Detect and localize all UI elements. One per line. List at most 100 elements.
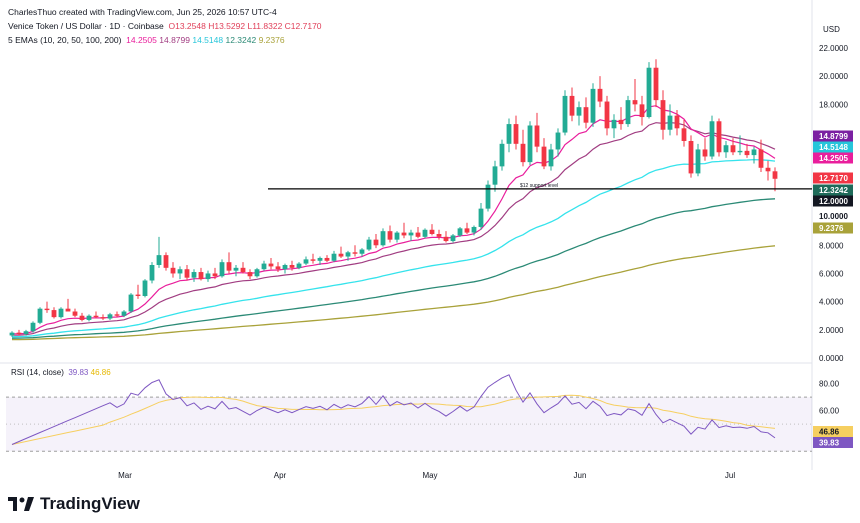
candle-body: [436, 234, 442, 237]
y-tick-label: 20.0000: [819, 72, 848, 81]
rsi-line: [11, 374, 776, 445]
candle-body: [604, 101, 610, 129]
candle-body: [625, 100, 631, 125]
candle-body: [422, 229, 428, 237]
ohlc-high: H13.5292: [208, 21, 246, 31]
candle-body: [247, 272, 253, 277]
candle-body: [359, 249, 365, 254]
candle-body: [415, 232, 421, 237]
y-tick-label: 0.0000: [819, 354, 844, 363]
tradingview-logo[interactable]: TradingView: [8, 494, 140, 514]
ema10-value: 14.2505: [126, 35, 157, 45]
candle-body: [345, 252, 351, 257]
attribution-text: CharlesThuo created with TradingView.com…: [8, 7, 277, 17]
candle-body: [16, 332, 22, 335]
candle-body: [191, 272, 197, 278]
candle-body: [695, 149, 701, 174]
candle-body: [86, 315, 92, 320]
candle-body: [282, 265, 288, 270]
ohlc-open: O13.2548: [168, 21, 206, 31]
rsi-tick-label: 60.00: [819, 407, 840, 416]
candle-body: [205, 273, 211, 280]
candle-body: [23, 331, 29, 335]
ohlc-low: L11.8322: [247, 21, 283, 31]
rsi-band: [6, 397, 812, 452]
candle-body: [506, 124, 512, 144]
candle-body: [681, 128, 687, 141]
currency-label[interactable]: USD: [823, 25, 840, 34]
rsi-ma-line: [11, 394, 776, 445]
candle-body: [268, 263, 274, 267]
rsi-legend[interactable]: RSI (14, close) 39.83 46.86: [11, 368, 111, 377]
candle-body: [674, 115, 680, 129]
candle-body: [310, 259, 316, 261]
candle-body: [51, 310, 57, 318]
candle-body: [744, 150, 750, 156]
candle-body: [289, 265, 295, 268]
candle-body: [443, 236, 449, 242]
ema20-line: [11, 121, 776, 336]
ema-legend-label: 5 EMAs (10, 20, 50, 100, 200): [8, 35, 122, 45]
candle-body: [527, 125, 533, 163]
candle-body: [198, 272, 204, 280]
ema-legend[interactable]: 5 EMAs (10, 20, 50, 100, 200) 14.2505 14…: [8, 35, 285, 45]
price-tag-bg: [813, 210, 853, 222]
price-tag-bg: [813, 130, 853, 142]
candle-body: [597, 88, 603, 102]
y-tick-label: 8.0000: [819, 241, 844, 250]
candle-body: [107, 314, 113, 319]
ohlc-close: C12.7170: [284, 21, 322, 31]
rsi-tag-label: 39.83: [819, 439, 840, 448]
candle-body: [65, 308, 71, 312]
y-tick-label: 2.0000: [819, 326, 844, 335]
ema50-line: [11, 158, 776, 338]
rsi-tag-bg: [813, 437, 853, 448]
candle-body: [387, 231, 393, 240]
candle-body: [492, 166, 498, 185]
candle-body: [58, 308, 64, 318]
candle-body: [100, 317, 106, 319]
candle-body: [226, 262, 232, 271]
y-tick-label: 6.0000: [819, 269, 844, 278]
candle-body: [611, 119, 617, 129]
price-tag-label: 14.2505: [819, 154, 848, 163]
candle-body: [401, 232, 407, 236]
candle-body: [485, 184, 491, 209]
candle-body: [555, 132, 561, 150]
candle-body: [457, 228, 463, 236]
price-tag-label: 12.0000: [819, 197, 848, 206]
price-tag-bg: [813, 184, 853, 196]
candle-body: [233, 267, 239, 271]
candle-body: [324, 257, 330, 261]
candle-body: [296, 263, 302, 268]
candle-body: [772, 171, 778, 179]
candle-body: [464, 228, 470, 233]
x-tick-label: Apr: [274, 471, 287, 480]
candle-body: [660, 100, 666, 130]
ema20-value: 14.8799: [159, 35, 190, 45]
candle-body: [408, 232, 414, 236]
candle-body: [338, 253, 344, 257]
brand-name: TradingView: [40, 494, 140, 513]
candle-body: [751, 149, 757, 156]
price-tag-bg: [813, 152, 853, 164]
rsi-ma-legend-value: 46.86: [90, 368, 111, 377]
candle-body: [44, 308, 50, 311]
candle-body: [590, 88, 596, 123]
candle-body: [667, 115, 673, 130]
rsi-ma-tag-bg: [813, 426, 853, 437]
price-tag-label: 14.8799: [819, 132, 848, 141]
candle-body: [471, 226, 477, 233]
candle-body: [303, 259, 309, 264]
candle-body: [177, 269, 183, 274]
candle-body: [366, 239, 372, 250]
ema50-value: 14.5148: [192, 35, 224, 45]
price-tag-label: 12.7170: [819, 174, 848, 183]
rsi-ma-tag-label: 46.86: [819, 428, 840, 437]
rsi-legend-label: RSI (14, close): [11, 368, 64, 377]
candle-body: [583, 107, 589, 123]
candle-body: [37, 308, 43, 323]
candle-body: [737, 150, 743, 153]
candle-body: [261, 263, 267, 270]
